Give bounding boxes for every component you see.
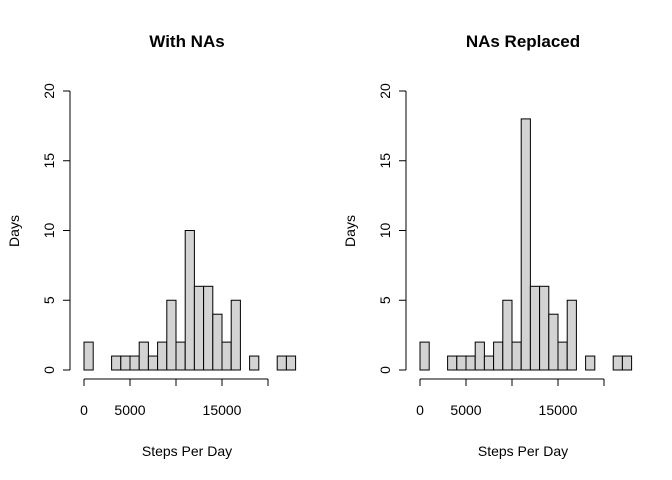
histogram-bar (474, 341, 485, 371)
x-tick-label: 15000 (539, 402, 578, 418)
histogram-bar (221, 341, 232, 371)
y-tick-label: 15 (377, 153, 393, 169)
histogram-bar (493, 341, 504, 371)
histogram-bar (502, 299, 513, 371)
histogram-bar (276, 355, 287, 371)
histogram-bar (557, 341, 568, 371)
y-tick-label: 10 (377, 223, 393, 239)
histogram-bar (529, 285, 541, 371)
y-tick-label: 5 (41, 296, 57, 304)
x-tick-label: 0 (80, 402, 88, 418)
x-tick-label: 0 (416, 402, 424, 418)
histogram-bar (212, 313, 223, 371)
histogram-bar (612, 355, 623, 371)
histogram-bar (111, 355, 122, 371)
y-axis-label: Days (342, 215, 358, 247)
histogram-bar (147, 355, 159, 371)
y-tick-label: 20 (377, 83, 393, 99)
histogram-bar (230, 299, 241, 371)
histogram-bar (447, 355, 458, 371)
histogram-bar (548, 313, 559, 371)
histogram-bar (456, 355, 467, 371)
histogram-bar (249, 355, 260, 371)
histogram-bar (539, 285, 550, 371)
x-tick-label: 5000 (450, 402, 481, 418)
histogram-bar (175, 341, 186, 371)
histogram-bar (203, 285, 214, 371)
histogram-bar (193, 285, 205, 371)
x-tick-label: 5000 (114, 402, 145, 418)
y-axis-label: Days (6, 215, 22, 247)
y-tick-label: 0 (41, 366, 57, 374)
histogram-bar (465, 355, 476, 371)
histogram-bar (483, 355, 495, 371)
x-axis-label: Steps Per Day (142, 443, 232, 459)
x-tick-label: 15000 (203, 402, 242, 418)
histogram-bar (285, 355, 297, 371)
histogram-bar (120, 355, 131, 371)
histogram-bar (83, 341, 94, 371)
y-tick-label: 5 (377, 296, 393, 304)
y-tick-label: 15 (41, 153, 57, 169)
histogram-bar (138, 341, 149, 371)
histogram-bar (621, 355, 633, 371)
histogram-bar (520, 118, 531, 371)
histogram-bar (184, 230, 195, 371)
histogram-bar (511, 341, 522, 371)
x-axis-label: Steps Per Day (478, 443, 568, 459)
histogram-bar (419, 341, 430, 371)
y-tick-label: 10 (41, 223, 57, 239)
y-tick-label: 20 (41, 83, 57, 99)
histogram-bar (129, 355, 140, 371)
histogram-bar (585, 355, 596, 371)
chart-title: NAs Replaced (466, 32, 580, 51)
y-tick-label: 0 (377, 366, 393, 374)
chart-title: With NAs (149, 32, 224, 51)
histogram-bar (157, 341, 168, 371)
histogram-bar (566, 299, 577, 371)
histogram-bar (166, 299, 177, 371)
